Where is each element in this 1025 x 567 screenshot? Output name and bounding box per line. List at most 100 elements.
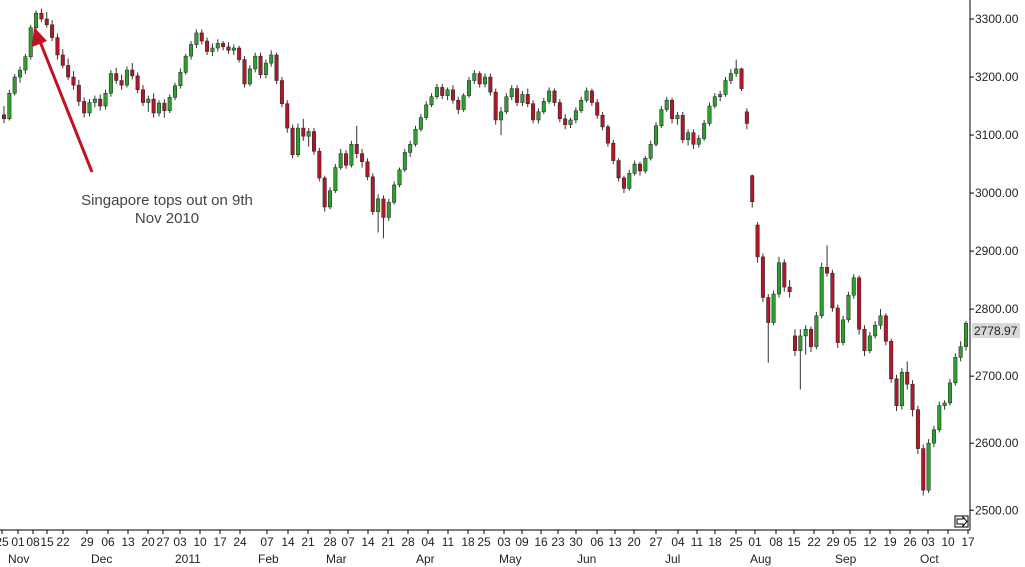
candle bbox=[151, 93, 156, 118]
candle-body bbox=[365, 161, 370, 178]
candle bbox=[782, 259, 787, 292]
candle-body bbox=[541, 101, 546, 113]
candle bbox=[381, 195, 386, 239]
candle-body bbox=[819, 267, 824, 317]
x-day-label: 10 bbox=[193, 535, 207, 549]
candle-body bbox=[39, 12, 44, 20]
candle-body bbox=[825, 267, 830, 274]
candle-body bbox=[926, 442, 931, 491]
candle-body bbox=[44, 18, 49, 26]
candle bbox=[424, 101, 429, 120]
candle-body bbox=[55, 37, 60, 56]
x-day-label: 08 bbox=[769, 535, 783, 549]
candle-body bbox=[226, 46, 231, 51]
candle-body bbox=[237, 47, 242, 60]
candle-body bbox=[424, 104, 429, 118]
candle bbox=[552, 88, 557, 107]
x-day-label: 18 bbox=[461, 535, 475, 549]
candle bbox=[370, 173, 375, 216]
candle bbox=[242, 56, 247, 88]
candle-body bbox=[776, 262, 781, 295]
candle bbox=[157, 100, 161, 117]
candle-body bbox=[867, 335, 872, 351]
candle-body bbox=[429, 96, 434, 106]
candle bbox=[600, 111, 605, 131]
candle-body bbox=[910, 383, 915, 410]
candle-body bbox=[744, 111, 749, 124]
candle-body bbox=[23, 56, 28, 71]
x-day-label: 20 bbox=[627, 535, 641, 549]
candle-body bbox=[958, 346, 963, 358]
candle bbox=[702, 119, 707, 141]
price-axis: 2500.00 2600.00 2700.00 2800.00 2900.00 3000.… bbox=[970, 12, 1019, 517]
candle bbox=[942, 400, 947, 410]
candle bbox=[354, 125, 359, 159]
scroll-icon[interactable] bbox=[954, 515, 969, 528]
candle bbox=[568, 117, 573, 129]
candle-body bbox=[889, 341, 894, 380]
x-month-label: Jul bbox=[665, 552, 680, 566]
candle-body bbox=[488, 76, 493, 93]
candle-body bbox=[760, 256, 765, 298]
x-day-label: 23 bbox=[551, 535, 565, 549]
candle-body bbox=[66, 65, 71, 78]
candle-body bbox=[167, 97, 172, 111]
candle-body bbox=[573, 110, 578, 121]
candle-body bbox=[135, 75, 140, 91]
candle-body bbox=[205, 40, 210, 52]
candle-body bbox=[461, 95, 466, 110]
x-day-label: 14 bbox=[281, 535, 295, 549]
candle-body bbox=[445, 89, 450, 96]
x-day-label: 15 bbox=[40, 535, 54, 549]
candle bbox=[488, 73, 493, 96]
candle bbox=[392, 181, 397, 205]
candle-body bbox=[809, 328, 813, 347]
candle-body bbox=[194, 32, 199, 45]
candle bbox=[947, 378, 952, 406]
candle bbox=[397, 167, 402, 188]
candle bbox=[643, 155, 648, 174]
candle-body bbox=[151, 98, 156, 114]
candle-body bbox=[525, 94, 530, 104]
x-day-label: 11 bbox=[691, 535, 704, 549]
candle bbox=[50, 20, 55, 42]
candle bbox=[103, 89, 108, 110]
candle-body bbox=[691, 132, 696, 145]
candle bbox=[926, 439, 931, 493]
candle bbox=[114, 67, 119, 84]
candle bbox=[937, 401, 942, 433]
candle bbox=[910, 380, 915, 417]
candle bbox=[135, 72, 140, 94]
candle bbox=[589, 88, 594, 107]
candle-body bbox=[263, 62, 268, 75]
candle-body bbox=[413, 128, 418, 145]
candle-body bbox=[830, 272, 835, 309]
candle bbox=[547, 87, 552, 104]
candle-body bbox=[520, 94, 525, 103]
candle bbox=[776, 256, 781, 298]
candle bbox=[579, 96, 584, 113]
candle-body bbox=[883, 315, 888, 342]
candle-body bbox=[707, 105, 712, 124]
candle-body bbox=[338, 153, 343, 168]
candle-body bbox=[381, 198, 386, 218]
candle bbox=[167, 94, 172, 113]
x-day-label: 05 bbox=[843, 535, 857, 549]
candle-body bbox=[71, 76, 76, 86]
candle bbox=[883, 313, 888, 346]
candle bbox=[23, 53, 28, 75]
candle bbox=[183, 53, 188, 75]
candle bbox=[402, 148, 407, 173]
x-day-label: 25 bbox=[477, 535, 491, 549]
candle-body bbox=[664, 99, 669, 110]
candle bbox=[964, 321, 968, 351]
candle bbox=[253, 52, 258, 73]
candle bbox=[835, 304, 840, 348]
candle bbox=[338, 148, 343, 170]
x-month-label: Nov bbox=[8, 552, 29, 566]
candle bbox=[915, 405, 920, 454]
candle-body bbox=[376, 198, 381, 212]
candle bbox=[792, 329, 797, 357]
candle-body bbox=[34, 12, 39, 28]
last-price-tag bbox=[972, 323, 1020, 338]
